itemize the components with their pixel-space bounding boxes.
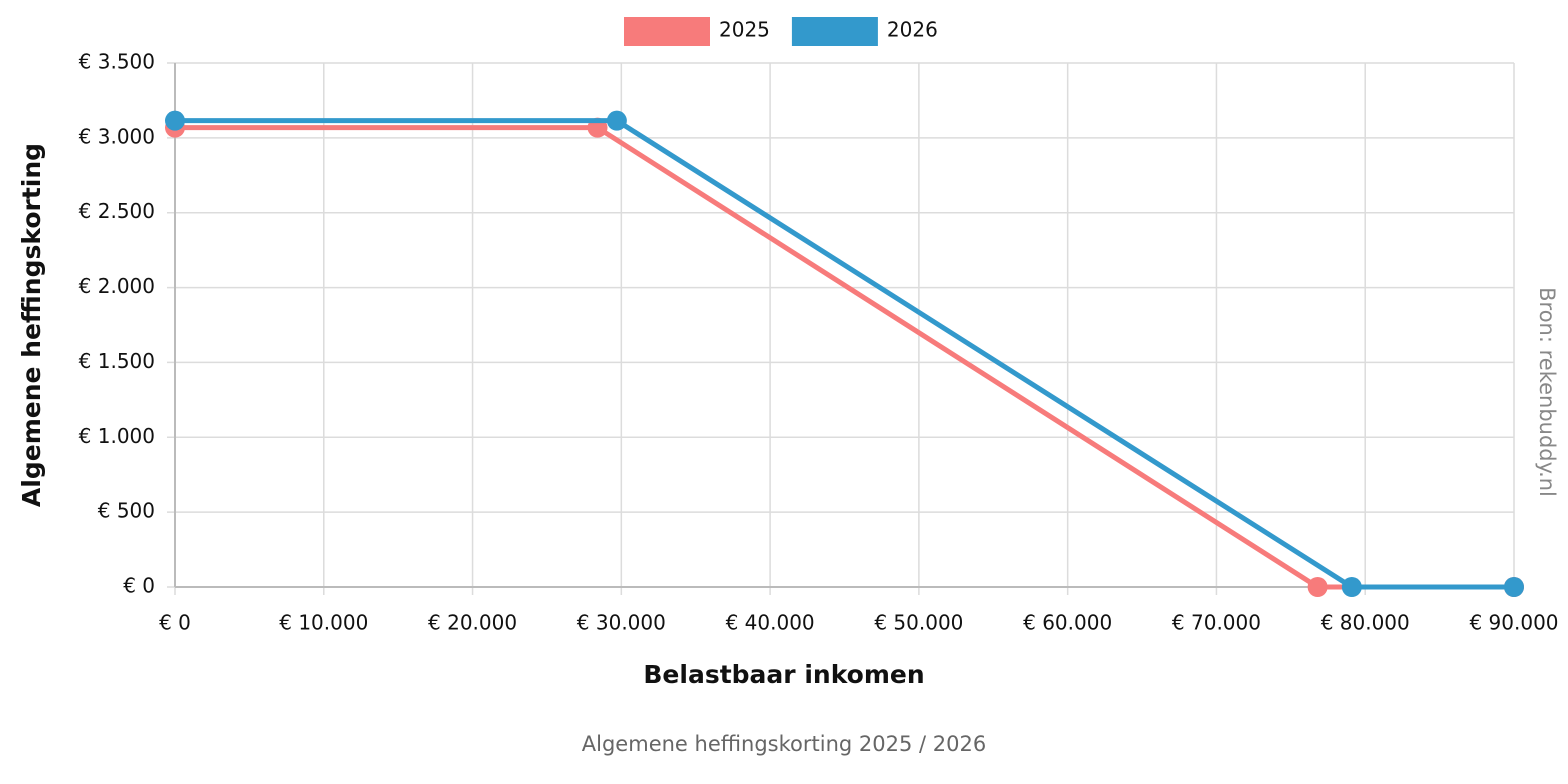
x-axis-label: Belastbaar inkomen (643, 660, 924, 689)
x-tick-label: € 90.000 (1469, 611, 1558, 635)
x-tick-label: € 20.000 (428, 611, 517, 635)
chart-title: Algemene heffingskorting 2025 / 2026 (582, 732, 986, 756)
point (606, 110, 627, 131)
x-tick-label: € 30.000 (577, 611, 666, 635)
x-tick-label: € 10.000 (279, 611, 368, 635)
x-tick-label: € 40.000 (726, 611, 815, 635)
y-tick-label: € 500 (98, 499, 155, 523)
legend-swatch (791, 17, 878, 46)
x-tick-label: € 0 (159, 611, 191, 635)
point (1504, 577, 1524, 597)
x-tick-label: € 70.000 (1172, 611, 1261, 635)
point (165, 110, 185, 131)
legend-label: 2026 (887, 18, 938, 42)
y-tick-label: € 1.500 (79, 349, 155, 373)
y-tick-label: € 2.000 (79, 274, 155, 298)
y-tick-label: € 3.500 (79, 50, 155, 74)
y-tick-label: € 2.500 (79, 199, 155, 223)
y-tick-label: € 0 (123, 574, 155, 598)
legend-swatch (624, 17, 710, 46)
x-tick-label: € 80.000 (1321, 611, 1410, 635)
legend-label: 2025 (719, 18, 770, 42)
point (1307, 577, 1328, 597)
source: Bron: rekenbuddy.nl (1535, 287, 1559, 497)
y-axis-label: Algemene heffingskorting (17, 143, 46, 507)
x-tick-label: € 60.000 (1023, 611, 1112, 635)
series-line (175, 125, 1514, 590)
x-tick-label: € 50.000 (874, 611, 963, 635)
point (1341, 577, 1362, 597)
series-line (175, 118, 1514, 590)
y-tick-label: € 1.000 (79, 424, 155, 448)
y-tick-label: € 3.000 (79, 124, 155, 148)
